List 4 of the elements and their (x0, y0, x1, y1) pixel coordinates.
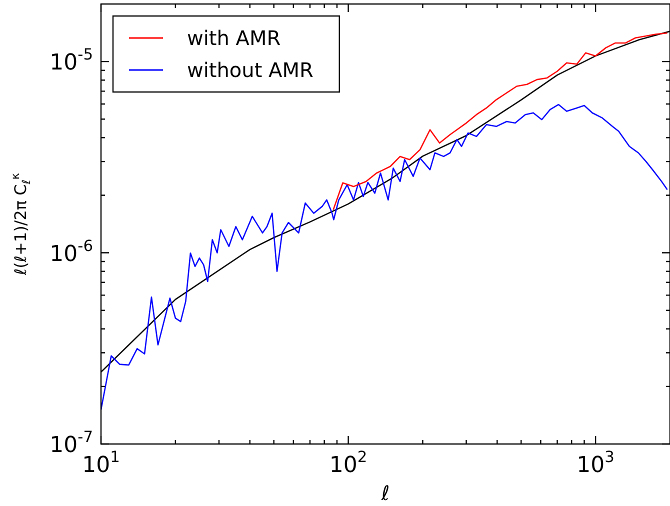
x-axis-title: ℓ (380, 481, 390, 505)
y-axis-title: ℓ(ℓ+1)/2π Cℓκ (8, 172, 33, 276)
legend-label: without AMR (187, 58, 314, 82)
legend-label: with AMR (187, 26, 281, 50)
